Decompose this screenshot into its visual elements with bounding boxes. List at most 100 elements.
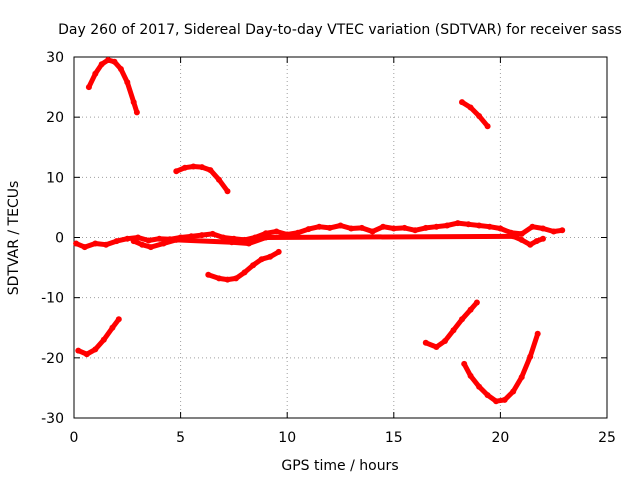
data-point [444, 222, 451, 229]
data-point [147, 244, 154, 251]
data-point [130, 238, 137, 245]
data-point [115, 316, 122, 323]
data-point [465, 221, 472, 228]
series-arc-7 [461, 331, 541, 404]
data-point [275, 248, 282, 255]
y-tick-label: -30 [41, 411, 64, 427]
data-point [510, 233, 517, 240]
data-point [459, 316, 465, 323]
y-tick-label: -10 [41, 291, 64, 307]
data-point [198, 232, 205, 239]
data-point [156, 235, 163, 242]
data-point [518, 374, 525, 381]
data-point [467, 306, 474, 313]
data-point [476, 222, 483, 229]
data-point [459, 99, 465, 106]
data-point [267, 253, 274, 260]
data-point [380, 223, 387, 230]
data-point [476, 113, 483, 119]
series-arc-3 [459, 99, 491, 129]
data-point [173, 236, 180, 243]
data-point [326, 224, 333, 231]
data-point [493, 398, 500, 405]
data-point [442, 338, 448, 344]
data-point [188, 233, 195, 240]
data-point [262, 234, 269, 241]
data-point [139, 241, 146, 248]
data-point [92, 240, 99, 247]
data-point [476, 383, 483, 390]
data-point [473, 299, 480, 306]
data-point [412, 227, 419, 234]
x-tick-label: 5 [176, 430, 185, 446]
data-point [294, 229, 301, 236]
data-point [224, 188, 231, 195]
data-point [518, 230, 525, 237]
data-point [527, 353, 534, 360]
data-point [518, 236, 525, 243]
x-tick-label: 15 [385, 430, 403, 446]
data-point [198, 164, 205, 171]
data-point [228, 239, 235, 246]
data-point [501, 396, 508, 403]
data-point [100, 336, 107, 343]
data-point [550, 228, 557, 235]
data-point [484, 392, 491, 399]
data-point [124, 235, 131, 242]
data-point [534, 330, 541, 337]
data-point [433, 223, 440, 230]
data-point [510, 388, 517, 395]
data-point [135, 234, 141, 241]
y-tick-label: 30 [46, 50, 64, 66]
data-point [181, 164, 188, 171]
y-tick-label: 20 [46, 110, 64, 126]
data-point [124, 79, 131, 86]
data-point [105, 57, 112, 63]
data-point [205, 271, 212, 278]
data-point [316, 223, 323, 230]
data-point [73, 240, 80, 247]
data-point [422, 339, 429, 346]
data-point [497, 225, 504, 232]
data-point [85, 84, 92, 91]
data-point [401, 224, 408, 231]
data-point [103, 241, 109, 248]
data-point [422, 224, 429, 231]
data-point [145, 237, 152, 244]
data-point [75, 347, 82, 354]
data-point [533, 238, 540, 245]
data-point [190, 163, 197, 170]
x-tick-label: 10 [278, 430, 296, 446]
data-point [245, 240, 252, 247]
x-tick-label: 0 [70, 430, 79, 446]
data-point [262, 230, 269, 237]
data-point [305, 226, 312, 233]
data-point [92, 346, 99, 353]
data-point [209, 230, 216, 237]
data-point [216, 176, 222, 183]
data-point [98, 61, 105, 68]
data-point [486, 223, 493, 230]
data-point [358, 224, 365, 231]
data-point [467, 104, 474, 111]
data-point [111, 58, 118, 65]
data-point [258, 256, 265, 263]
data-point [390, 225, 397, 232]
data-point [450, 327, 457, 334]
data-point [133, 109, 140, 116]
data-point [81, 244, 88, 251]
y-tick-label: 10 [46, 170, 64, 186]
x-axis-label: GPS time / hours [281, 458, 398, 474]
x-tick-label: 20 [491, 430, 509, 446]
data-point [461, 360, 468, 367]
data-point [173, 168, 180, 175]
data-point [540, 235, 546, 242]
axis-ticks: 0 5 10 15 20 25 -30 -20 -10 0 10 20 30 [41, 50, 616, 446]
data-point [109, 324, 116, 331]
y-tick-label: 0 [55, 231, 64, 247]
data-point [207, 167, 214, 174]
data-point [83, 351, 90, 358]
series-arc-1 [86, 57, 140, 115]
data-point [233, 275, 239, 282]
